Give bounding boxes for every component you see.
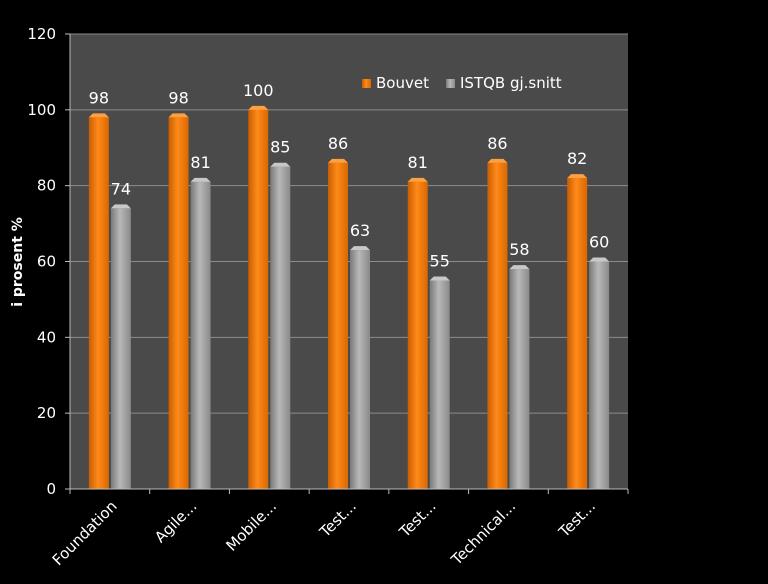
y-tick-label: 120 xyxy=(27,25,56,43)
y-tick-label: 60 xyxy=(37,253,56,271)
bar-cap xyxy=(429,276,450,281)
bar-cap xyxy=(248,105,269,110)
bar-cap xyxy=(407,177,428,182)
data-label: 63 xyxy=(350,221,370,240)
bar-cap xyxy=(110,204,131,209)
x-category-label: Mobile... xyxy=(222,497,280,555)
legend-swatch xyxy=(446,79,455,88)
bar-bouvet xyxy=(88,117,109,490)
x-category-label: Agile... xyxy=(151,497,200,546)
data-label: 98 xyxy=(89,88,109,107)
data-label: 60 xyxy=(589,233,609,252)
bar-cap xyxy=(567,174,588,179)
data-label: 55 xyxy=(430,251,450,270)
legend: Bouvet ISTQB gj.snitt xyxy=(362,74,562,92)
bar-istqb xyxy=(350,250,370,489)
bar-cap xyxy=(190,177,211,182)
bar-istqb xyxy=(589,261,610,489)
bar-cap xyxy=(328,158,348,163)
legend-label: ISTQB gj.snitt xyxy=(460,74,562,92)
bar-bouvet xyxy=(487,162,508,489)
y-tick-label: 100 xyxy=(27,101,56,119)
bar-cap xyxy=(168,113,189,118)
bar-istqb xyxy=(429,280,450,489)
bar-cap xyxy=(270,162,291,167)
y-tick-label: 0 xyxy=(46,480,56,498)
bar-bouvet xyxy=(407,181,428,489)
bar-istqb xyxy=(509,269,530,489)
bar-cap xyxy=(487,158,508,163)
data-label: 98 xyxy=(168,88,188,107)
y-tick-label: 40 xyxy=(37,328,56,346)
data-labels: 98 74 98 81 100 85 86 63 81 55 86 58 82 60 xyxy=(89,81,610,271)
legend-label: Bouvet xyxy=(376,74,429,92)
x-category-label: Test... xyxy=(555,497,599,541)
data-label: 58 xyxy=(509,240,529,259)
data-label: 82 xyxy=(567,149,587,168)
data-label: 85 xyxy=(270,138,290,157)
bar-bouvet xyxy=(248,109,269,489)
bar-bouvet xyxy=(168,117,189,490)
bar-istqb xyxy=(110,208,131,489)
data-label: 86 xyxy=(328,134,348,153)
bar-istqb xyxy=(190,181,211,489)
data-label: 86 xyxy=(487,134,507,153)
y-tick-labels: 0 20 40 60 80 100 120 xyxy=(27,25,70,498)
y-tick-label: 20 xyxy=(37,404,56,422)
data-label: 74 xyxy=(111,179,131,198)
gridlines xyxy=(70,33,628,414)
y-axis-label: i prosent % xyxy=(10,217,26,307)
data-label: 81 xyxy=(408,153,428,172)
x-tick-labels: Foundation Agile... Mobile... Test... Test..… xyxy=(49,497,599,569)
data-label: 81 xyxy=(190,153,210,172)
x-category-label: Test... xyxy=(315,497,359,541)
x-category-label: Test... xyxy=(395,497,439,541)
legend-swatch xyxy=(362,79,371,88)
x-category-label: Technical... xyxy=(447,497,519,569)
bar-bouvet xyxy=(567,178,588,490)
bar-istqb xyxy=(270,166,291,490)
bar-cap xyxy=(589,257,610,262)
bar-bouvet xyxy=(328,162,348,489)
bar-cap xyxy=(350,246,370,251)
x-category-label: Foundation xyxy=(49,497,121,569)
bars xyxy=(88,105,610,490)
y-tick-label: 80 xyxy=(37,177,56,195)
bar-cap xyxy=(509,265,530,270)
bar-cap xyxy=(88,113,109,118)
data-label: 100 xyxy=(243,81,274,100)
